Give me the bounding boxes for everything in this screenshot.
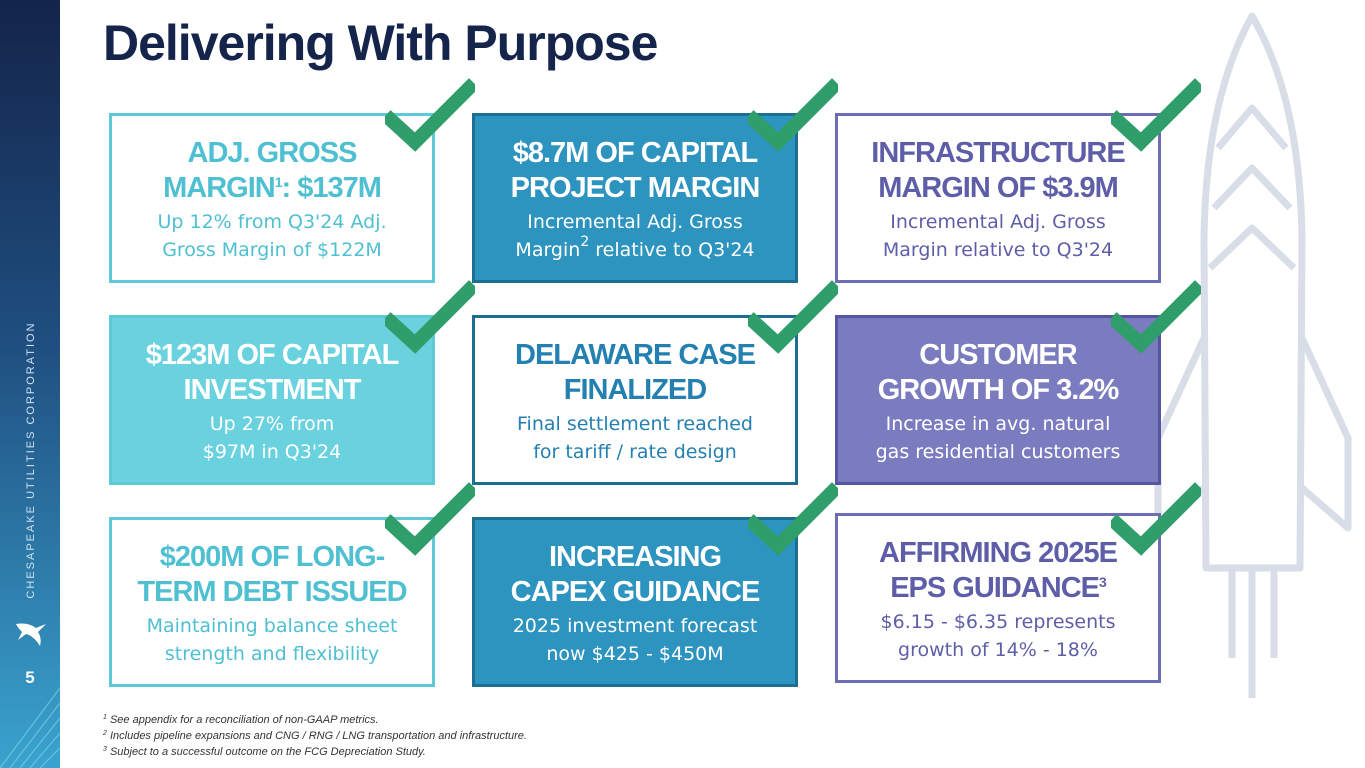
company-logo-icon <box>16 623 46 646</box>
card-heading: $123M OF CAPITAL INVESTMENT <box>145 339 400 406</box>
card-heading: ADJ. GROSS MARGIN1: $137M <box>163 137 382 204</box>
card-subtext: Maintaining balance sheet strength and f… <box>146 615 398 665</box>
card-long-term-debt: $200M OF LONG- TERM DEBT ISSUED Maintain… <box>109 517 435 687</box>
card-subtext: Incremental Adj. Gross Margin relative t… <box>882 211 1114 261</box>
checkmark-icon <box>748 482 838 556</box>
card-customer-growth: CUSTOMER GROWTH OF 3.2% Increase in avg.… <box>835 315 1161 485</box>
card-subtext: Up 27% from $97M in Q3'24 <box>202 413 342 463</box>
card-eps-guidance: AFFIRMING 2025E EPS GUIDANCE3 $6.15 - $6… <box>835 513 1161 683</box>
company-name: CHESAPEAKE UTILITIES CORPORATION <box>25 321 37 599</box>
footnote: 2 Includes pipeline expansions and CNG /… <box>103 730 527 742</box>
card-heading: INCREASING CAPEX GUIDANCE <box>510 541 761 608</box>
checkmark-icon <box>748 78 838 152</box>
card-subtext: Final settlement reached for tariff / ra… <box>517 413 753 463</box>
slide-title: Delivering With Purpose <box>103 15 658 71</box>
card-capital-project-margin: $8.7M OF CAPITAL PROJECT MARGIN Incremen… <box>472 113 798 283</box>
checkmark-icon <box>1111 280 1201 354</box>
card-heading: AFFIRMING 2025E EPS GUIDANCE3 <box>879 537 1118 604</box>
card-capex-guidance: INCREASING CAPEX GUIDANCE 2025 investmen… <box>472 517 798 687</box>
card-subtext: 2025 investment forecast now $425 - $450… <box>512 615 758 665</box>
card-delaware-case: DELAWARE CASE FINALIZED Final settlement… <box>472 315 798 485</box>
page-number: 5 <box>25 668 35 687</box>
card-gross-margin: ADJ. GROSS MARGIN1: $137M Up 12% from Q3… <box>109 113 435 283</box>
card-heading: $8.7M OF CAPITAL PROJECT MARGIN <box>510 137 761 204</box>
checkmark-icon <box>385 280 475 354</box>
checkmark-icon <box>748 280 838 354</box>
sidebar-decoration <box>0 687 60 768</box>
card-heading: CUSTOMER GROWTH OF 3.2% <box>877 339 1120 406</box>
card-subtext: Incremental Adj. Gross Margin2 relative … <box>515 211 755 261</box>
card-infrastructure-margin: INFRASTRUCTURE MARGIN OF $3.9M Increment… <box>835 113 1161 283</box>
card-heading: INFRASTRUCTURE MARGIN OF $3.9M <box>871 137 1125 204</box>
footnotes: 1 See appendix for a reconciliation of n… <box>103 712 527 760</box>
checkmark-icon <box>1111 482 1201 556</box>
checkmark-icon <box>385 78 475 152</box>
card-subtext: $6.15 - $6.35 represents growth of 14% -… <box>880 611 1116 661</box>
card-subtext: Up 12% from Q3'24 Adj. Gross Margin of $… <box>157 211 387 261</box>
checkmark-icon <box>1111 78 1201 152</box>
card-heading: DELAWARE CASE FINALIZED <box>515 339 756 406</box>
card-subtext: Increase in avg. natural gas residential… <box>875 413 1121 463</box>
footnote: 1 See appendix for a reconciliation of n… <box>103 714 379 726</box>
footnote: 3 Subject to a successful outcome on the… <box>103 746 426 758</box>
card-capital-investment: $123M OF CAPITAL INVESTMENT Up 27% from … <box>109 315 435 485</box>
checkmark-icon <box>385 482 475 556</box>
card-heading: $200M OF LONG- TERM DEBT ISSUED <box>137 541 407 608</box>
sidebar: CHESAPEAKE UTILITIES CORPORATION 5 <box>0 0 60 768</box>
